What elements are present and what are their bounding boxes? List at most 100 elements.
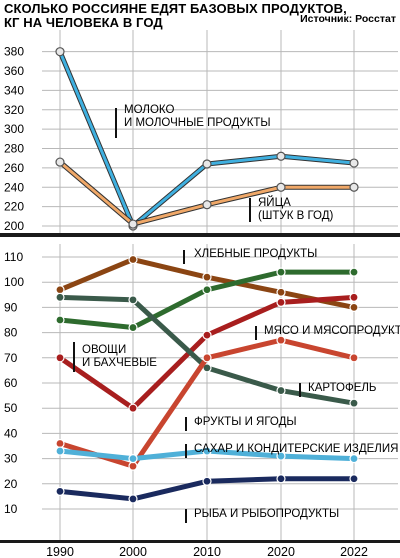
data-point	[276, 182, 286, 192]
data-point	[276, 451, 286, 461]
panel-separator	[0, 233, 400, 237]
data-point	[55, 438, 65, 449]
x-tick-label: 2022	[340, 545, 368, 558]
series-label-line: САХАР И КОНДИТЕРСКИЕ ИЗДЕЛИЯ	[194, 443, 398, 455]
x-tick-label: 1990	[46, 545, 74, 558]
series-label-line: ОВОЩИ	[82, 344, 126, 356]
y-tick-label: 40	[4, 426, 18, 440]
data-point	[276, 297, 286, 307]
data-point	[202, 200, 212, 210]
y-tick-label: 200	[4, 219, 24, 233]
series-label-line: КАРТОФЕЛЬ	[308, 382, 376, 394]
data-point	[55, 47, 65, 57]
data-point	[55, 285, 65, 295]
series-2-3	[55, 267, 359, 333]
y-tick-label: 60	[4, 376, 18, 390]
y-tick-label: 260	[4, 161, 24, 175]
data-point	[202, 159, 212, 169]
y-tick-label: 380	[4, 45, 24, 59]
data-point	[128, 295, 138, 305]
y-tick-label: 30	[4, 452, 18, 466]
series-label-2-4: КАРТОФЕЛЬ	[299, 382, 376, 397]
y-tick-label: 110	[4, 250, 23, 264]
y-tick-label: 320	[4, 103, 24, 117]
data-point	[128, 403, 138, 413]
series-label-line: ЯЙЦА	[258, 196, 291, 209]
y-tick-label: 50	[4, 401, 18, 415]
series-label-line: И МОЛОЧНЫЕ ПРОДУКТЫ	[124, 117, 271, 129]
series-label-2-2: МЯСО И МЯСОПРОДУКТЫ	[255, 325, 400, 340]
data-point	[276, 385, 286, 396]
x-tick-label: 2020	[267, 545, 295, 558]
series-label-2-7: РЫБА И РЫБОПРОДУКТЫ	[185, 508, 339, 523]
series-label-2-1: ХЛЕБНЫЕ ПРОДУКТЫ	[183, 248, 317, 264]
x-tick-label: 2000	[119, 545, 147, 558]
data-point	[276, 151, 286, 161]
chart-title-line2: КГ НА ЧЕЛОВЕКА В ГОД	[4, 15, 163, 30]
series-label-line: И БАХЧЕВЫЕ	[82, 357, 157, 369]
data-point	[349, 182, 359, 192]
series-label-line: МЯСО И МЯСОПРОДУКТЫ	[264, 325, 400, 337]
data-point	[55, 353, 65, 363]
chart-title-line1: СКОЛЬКО РОССИЯНЕ ЕДЯТ БАЗОВЫХ ПРОДУКТОВ,	[4, 1, 347, 16]
series-label-line: (ШТУК В ГОД)	[258, 210, 334, 222]
series-label-2-5: ФРУКТЫ И ЯГОДЫ	[185, 416, 297, 431]
data-point	[349, 454, 359, 464]
data-point	[276, 335, 286, 345]
data-point	[202, 285, 212, 295]
data-point	[202, 353, 212, 363]
data-point	[276, 287, 286, 297]
data-point	[349, 302, 359, 312]
y-tick-label: 10	[4, 502, 18, 516]
data-point	[55, 292, 65, 302]
y-tick-label: 70	[4, 351, 18, 365]
y-tick-label: 240	[4, 180, 24, 194]
series-2-6	[55, 446, 359, 464]
data-point	[349, 398, 359, 408]
data-point	[55, 157, 65, 167]
y-tick-label: 280	[4, 142, 24, 156]
series-label-1-2: ЯЙЦА(ШТУК В ГОД)	[249, 196, 334, 222]
data-point	[202, 446, 212, 456]
chart-1-grid: 200 220 240 260 280 300 320 340 360 380	[4, 30, 398, 233]
data-point	[128, 254, 138, 265]
series-2-1	[55, 254, 359, 312]
series-2-7	[55, 474, 359, 504]
data-point	[128, 461, 138, 471]
data-point	[55, 315, 65, 325]
data-point	[128, 454, 138, 464]
series-label-line: ФРУКТЫ И ЯГОДЫ	[194, 416, 297, 428]
series-2-2	[55, 292, 359, 413]
y-tick-label: 220	[4, 200, 24, 214]
y-tick-label: 100	[4, 275, 24, 289]
y-tick-label: 340	[4, 83, 24, 97]
series-label-line: МОЛОКО	[124, 104, 174, 116]
x-axis-bar	[0, 540, 400, 543]
data-point	[349, 474, 359, 484]
series-2-4	[55, 292, 359, 408]
data-point	[276, 267, 286, 277]
data-point	[349, 292, 359, 302]
y-tick-label: 20	[4, 477, 18, 491]
data-point	[55, 446, 65, 456]
data-point	[202, 476, 212, 486]
data-point	[128, 219, 138, 229]
y-tick-label: 300	[4, 122, 24, 136]
data-point	[128, 322, 138, 333]
data-point	[55, 486, 65, 496]
data-point	[349, 158, 359, 168]
series-label-2-6: САХАР И КОНДИТЕРСКИЕ ИЗДЕЛИЯ	[185, 443, 398, 458]
data-point	[349, 353, 359, 363]
series-label-line: РЫБА И РЫБОПРОДУКТЫ	[194, 508, 339, 520]
data-point	[276, 474, 286, 484]
data-point	[349, 267, 359, 277]
data-point	[128, 494, 138, 504]
data-point	[202, 330, 212, 340]
chart-source: Источник: Росстат	[300, 13, 396, 25]
data-point	[202, 272, 212, 282]
series-2-5	[55, 335, 359, 471]
